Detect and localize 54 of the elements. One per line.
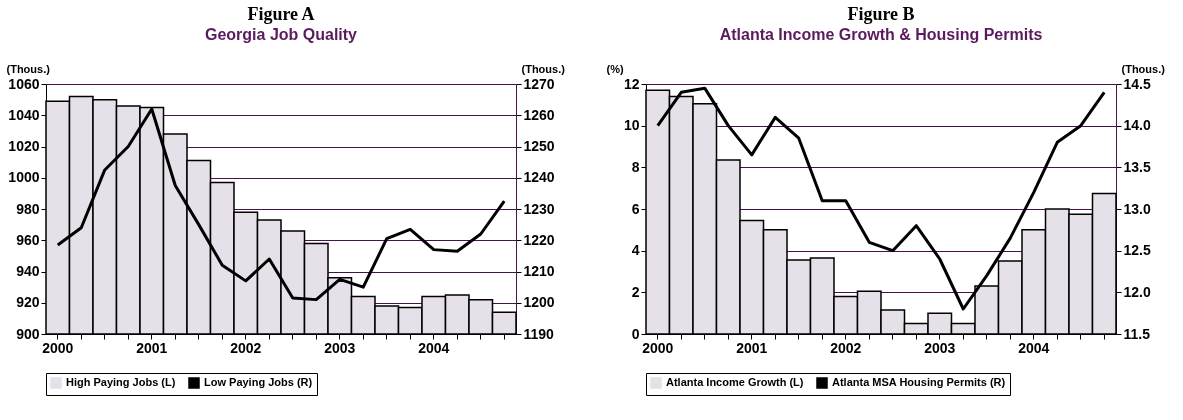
y-axis-title: (%) xyxy=(606,62,624,75)
chart-subtitle: Georgia Job Quality xyxy=(204,26,358,43)
x-tick-label: 2003 xyxy=(324,339,356,356)
legend-label: Low Paying Jobs (R) xyxy=(204,376,313,388)
x-tick-label: 2004 xyxy=(1018,339,1050,356)
chart-title: Figure B xyxy=(847,4,915,24)
y2-axis-title: (Thous.) xyxy=(1121,62,1166,75)
y-tick-label: 1060 xyxy=(8,75,40,92)
y-tick-label: 12 xyxy=(623,75,640,92)
y-tick-label: 960 xyxy=(16,231,40,248)
y-tick-label: 980 xyxy=(16,200,40,217)
x-tick-label: 2000 xyxy=(642,339,674,356)
y2-tick-label: 1270 xyxy=(523,75,555,92)
y2-tick-label: 14.0 xyxy=(1123,117,1151,134)
y2-tick-label: 1230 xyxy=(523,200,555,217)
y2-axis-title: (Thous.) xyxy=(521,62,566,75)
chart-subtitle: Atlanta Income Growth & Housing Permits xyxy=(719,26,1043,43)
y2-tick-label: 11.5 xyxy=(1123,325,1151,342)
y2-tick-label: 12.0 xyxy=(1123,283,1151,300)
y2-tick-label: 1240 xyxy=(523,169,555,186)
y-tick-label: 920 xyxy=(16,294,40,311)
legend-label: High Paying Jobs (L) xyxy=(66,376,176,388)
x-tick-label: 2000 xyxy=(42,339,74,356)
legend-label: Atlanta Income Growth (L) xyxy=(666,376,804,388)
y2-tick-label: 1210 xyxy=(523,263,555,279)
y-tick-label: 1040 xyxy=(8,106,40,123)
y-tick-label: 1000 xyxy=(8,169,40,186)
x-tick-label: 2001 xyxy=(136,339,168,356)
y2-tick-label: 1260 xyxy=(523,106,555,123)
y-axis-title: (Thous.) xyxy=(6,62,51,75)
y2-tick-label: 1250 xyxy=(523,138,555,154)
y-tick-label: 0 xyxy=(631,325,640,342)
y2-tick-label: 1200 xyxy=(523,294,555,311)
y-tick-label: 900 xyxy=(16,325,40,342)
y-tick-label: 8 xyxy=(631,158,640,175)
y-tick-label: 2 xyxy=(631,283,640,300)
y-tick-label: 10 xyxy=(623,117,640,134)
x-tick-label: 2003 xyxy=(924,339,956,356)
chart-title: Figure A xyxy=(247,4,315,24)
y2-tick-label: 13.5 xyxy=(1123,158,1151,175)
y-tick-label: 1020 xyxy=(8,138,40,154)
legend-label: Atlanta MSA Housing Permits (R) xyxy=(832,376,1006,388)
y-tick-label: 6 xyxy=(631,200,640,217)
y2-tick-label: 1190 xyxy=(523,325,555,342)
x-tick-label: 2002 xyxy=(830,339,862,356)
y2-tick-label: 12.5 xyxy=(1123,242,1151,259)
y2-tick-label: 14.5 xyxy=(1123,75,1151,92)
x-tick-label: 2004 xyxy=(418,339,450,356)
y2-tick-label: 13.0 xyxy=(1123,200,1151,217)
x-tick-label: 2002 xyxy=(230,339,262,356)
x-tick-label: 2001 xyxy=(736,339,768,356)
y2-tick-label: 1220 xyxy=(523,231,555,248)
y-tick-label: 940 xyxy=(16,263,40,279)
y-tick-label: 4 xyxy=(631,242,640,259)
